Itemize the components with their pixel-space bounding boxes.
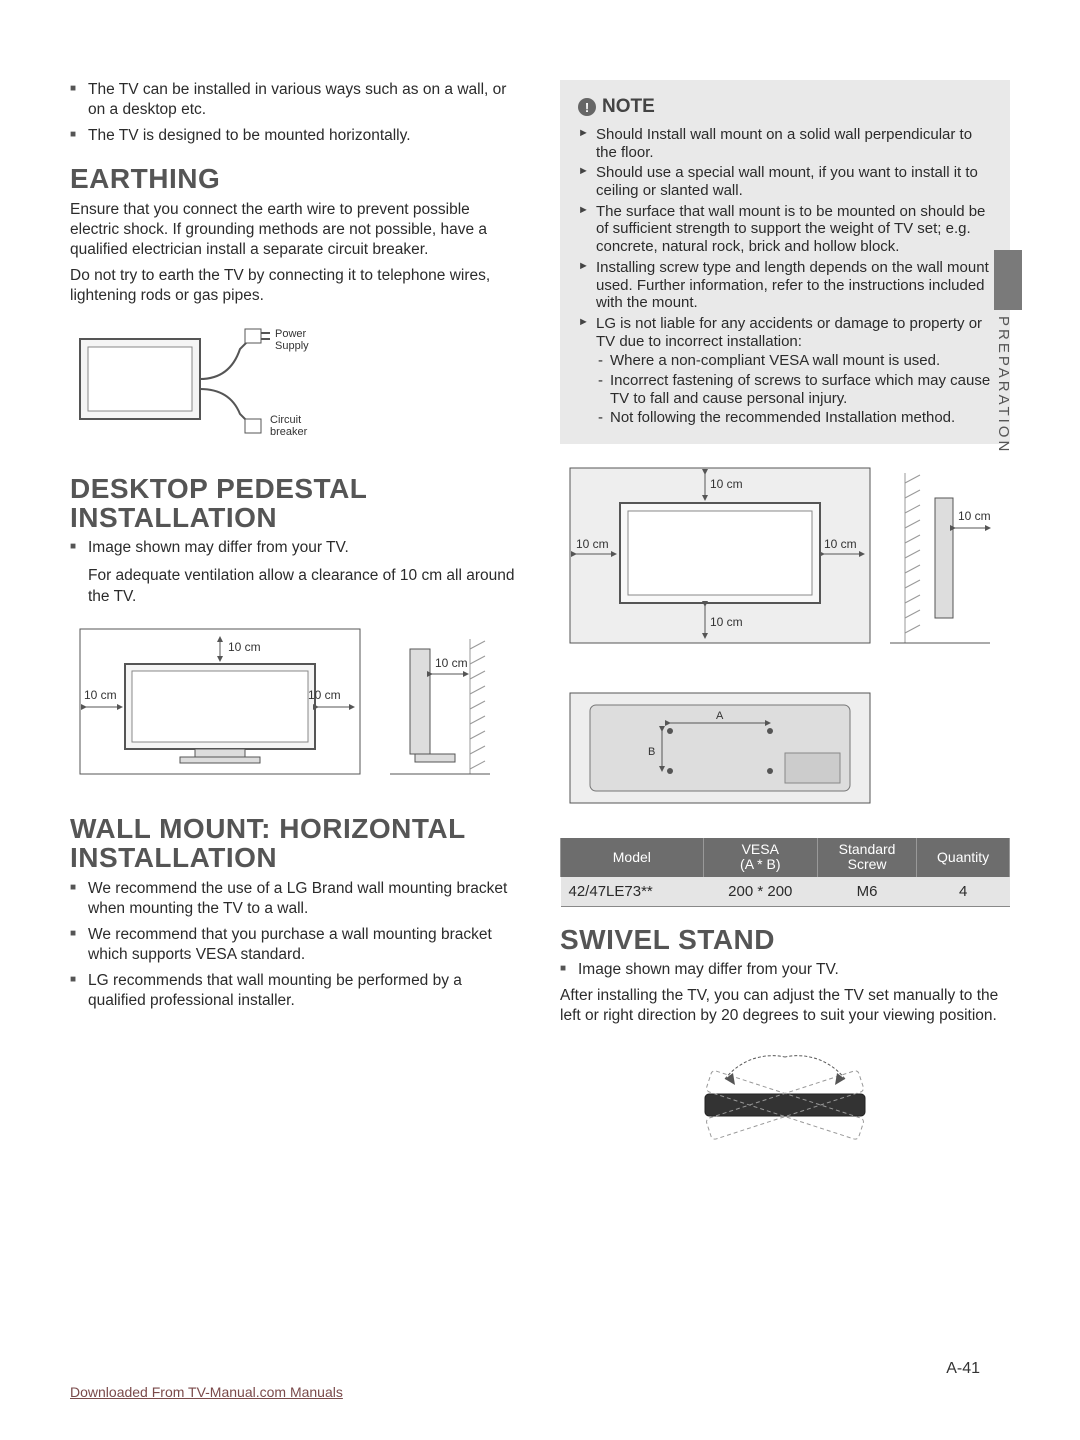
earthing-title: EARTHING: [70, 164, 520, 193]
note-item: Installing screw type and length depends…: [578, 259, 992, 312]
svg-text:10 cm: 10 cm: [958, 509, 991, 523]
swivel-bullet-list: Image shown may differ from your TV.: [560, 960, 1010, 980]
desktop-clearance-diagram: 10 cm 10 cm 10 cm: [70, 619, 520, 794]
note-item: The surface that wall mount is to be mou…: [578, 203, 992, 256]
page-body: The TV can be installed in various ways …: [0, 0, 1080, 1224]
desktop-title: DESKTOP PEDESTAL INSTALLATION: [70, 474, 520, 533]
left-column: The TV can be installed in various ways …: [70, 80, 530, 1184]
page-number: A-41: [70, 1360, 1010, 1378]
page-footer: A-41 Downloaded From TV-Manual.com Manua…: [0, 1360, 1080, 1400]
swivel-bullet: Image shown may differ from your TV.: [560, 960, 1010, 980]
note-icon: !: [578, 98, 596, 116]
note-subitem: Not following the recommended Installati…: [596, 409, 992, 427]
desktop-p: For adequate ventilation allow a clearan…: [70, 566, 520, 606]
note-title: NOTE: [602, 96, 655, 118]
th-qty: Quantity: [917, 838, 1010, 877]
svg-text:10 cm: 10 cm: [710, 477, 743, 491]
svg-text:10 cm: 10 cm: [435, 656, 468, 670]
cell-qty: 4: [917, 877, 1010, 907]
desktop-bullet-list: Image shown may differ from your TV.: [70, 538, 520, 558]
table-row: 42/47LE73** 200 * 200 M6 4: [561, 877, 1010, 907]
wall-bullet: LG recommends that wall mounting be perf…: [70, 971, 520, 1011]
swivel-title: SWIVEL STAND: [560, 925, 1010, 954]
desktop-bullet: Image shown may differ from your TV.: [70, 538, 520, 558]
right-column: ! NOTE Should Install wall mount on a so…: [550, 80, 1010, 1184]
note-item: LG is not liable for any accidents or da…: [578, 315, 992, 427]
svg-text:10 cm: 10 cm: [308, 688, 341, 702]
note-list: Should Install wall mount on a solid wal…: [578, 126, 992, 427]
intro-bullet: The TV can be installed in various ways …: [70, 80, 520, 120]
vesa-table: Model VESA(A * B) StandardScrew Quantity…: [560, 838, 1010, 907]
vesa-back-diagram: A B: [560, 683, 1010, 818]
cell-screw: M6: [817, 877, 916, 907]
wall-bullet: We recommend that you purchase a wall mo…: [70, 925, 520, 965]
note-box: ! NOTE Should Install wall mount on a so…: [560, 80, 1010, 444]
download-source-link[interactable]: Downloaded From TV-Manual.com Manuals: [70, 1384, 1010, 1400]
earthing-p2: Do not try to earth the TV by connecting…: [70, 266, 520, 306]
wallmount-list: We recommend the use of a LG Brand wall …: [70, 879, 520, 1012]
svg-text:10 cm: 10 cm: [824, 537, 857, 551]
side-section-label: PREPARATION: [995, 316, 1012, 454]
wall-clearance-diagram: 10 cm 10 cm 10 cm 10 cm: [560, 458, 1010, 663]
svg-text:10 cm: 10 cm: [84, 688, 117, 702]
note-item: Should Install wall mount on a solid wal…: [578, 126, 992, 161]
svg-text:10 cm: 10 cm: [576, 537, 609, 551]
svg-text:breaker: breaker: [270, 426, 308, 438]
svg-text:Circuit: Circuit: [270, 414, 301, 426]
note-sublist: Where a non-compliant VESA wall mount is…: [596, 352, 992, 427]
th-vesa: VESA(A * B): [703, 838, 817, 877]
intro-bullet: The TV is designed to be mounted horizon…: [70, 126, 520, 146]
th-screw: StandardScrew: [817, 838, 916, 877]
earthing-p1: Ensure that you connect the earth wire t…: [70, 200, 520, 260]
svg-text:10 cm: 10 cm: [710, 615, 743, 629]
cell-model: 42/47LE73**: [561, 877, 704, 907]
cell-vesa: 200 * 200: [703, 877, 817, 907]
note-item: Should use a special wall mount, if you …: [578, 164, 992, 199]
svg-text:B: B: [648, 746, 655, 758]
swivel-p: After installing the TV, you can adjust …: [560, 986, 1010, 1026]
th-model: Model: [561, 838, 704, 877]
note-subitem: Where a non-compliant VESA wall mount is…: [596, 352, 992, 370]
side-tab: [994, 250, 1022, 310]
wallmount-title: WALL MOUNT: HORIZONTAL INSTALLATION: [70, 814, 520, 873]
svg-text:Supply: Supply: [275, 340, 309, 352]
svg-text:A: A: [716, 710, 724, 722]
intro-list: The TV can be installed in various ways …: [70, 80, 520, 146]
power-label: Power: [275, 328, 307, 340]
svg-text:10 cm: 10 cm: [228, 640, 261, 654]
swivel-diagram: [560, 1039, 1010, 1164]
note-subitem: Incorrect fastening of screws to surface…: [596, 372, 992, 407]
wall-bullet: We recommend the use of a LG Brand wall …: [70, 879, 520, 919]
earthing-diagram: Power Supply Circuit breaker: [70, 319, 520, 454]
